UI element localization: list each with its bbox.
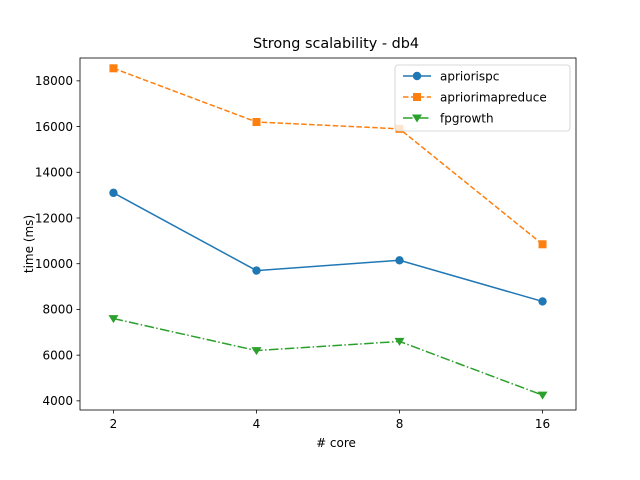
- data-point-apriorispc: [395, 256, 404, 265]
- data-point-apriorispc: [252, 266, 261, 275]
- series-line-apriorimapreduce: [113, 67, 544, 245]
- x-axis-label: # core: [316, 436, 356, 450]
- legend-label: apriorispc: [440, 69, 499, 83]
- chart-title: Strong scalability - db4: [253, 36, 419, 52]
- y-tick-label: 16000: [35, 120, 73, 134]
- data-point-apriorispc: [538, 297, 547, 306]
- data-point-apriorimapreduce: [109, 64, 118, 73]
- data-point-fpgrowth: [251, 347, 262, 356]
- x-tick-label: 16: [535, 417, 550, 431]
- x-tick-label: 2: [110, 417, 118, 431]
- series-line-fpgrowth: [113, 317, 543, 396]
- y-tick-label: 4000: [42, 394, 73, 408]
- x-tick-label: 4: [253, 417, 261, 431]
- y-tick-label: 12000: [35, 211, 73, 225]
- y-tick-label: 14000: [35, 166, 73, 180]
- data-point-fpgrowth: [537, 391, 548, 400]
- legend-label: fpgrowth: [440, 111, 494, 125]
- y-axis-label: time (ms): [22, 215, 36, 273]
- legend-box: [394, 64, 571, 132]
- data-point-fpgrowth: [394, 337, 405, 346]
- data-point-apriorispc: [109, 188, 118, 198]
- y-tick-label: 8000: [42, 303, 73, 317]
- legend-marker-fpgrowth: [412, 114, 422, 123]
- y-tick-label: 6000: [42, 348, 73, 362]
- series-line-apriorispc: [113, 192, 543, 303]
- axes-frame: [79, 57, 577, 411]
- data-point-apriorimapreduce: [538, 240, 547, 249]
- legend: apriorispc apriorimapreduce fpgrowth: [394, 64, 571, 132]
- data-point-fpgrowth: [108, 315, 119, 324]
- legend-marker-apriorimapreduce: [413, 93, 421, 101]
- data-point-apriorimapreduce: [252, 118, 261, 126]
- y-tick-label: 10000: [35, 257, 73, 271]
- legend-marker-apriorispc: [412, 71, 422, 81]
- x-tick-label: 8: [396, 417, 404, 431]
- y-tick-label: 18000: [35, 74, 73, 88]
- legend-label: apriorimapreduce: [440, 90, 547, 104]
